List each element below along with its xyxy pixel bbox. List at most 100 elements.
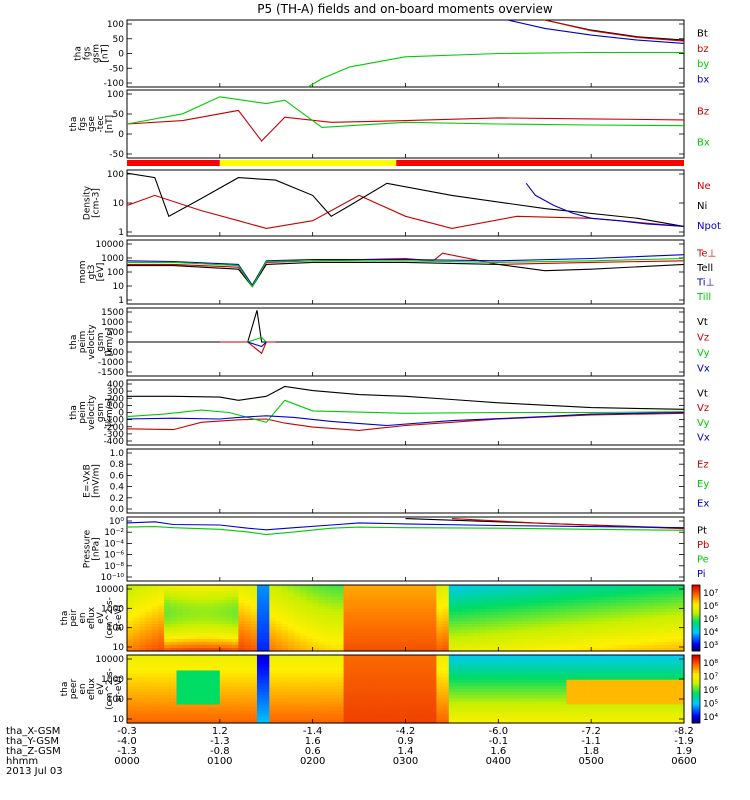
electron-spectrogram-cell <box>671 664 679 668</box>
electron-spectrogram-cell <box>628 661 636 665</box>
electron-spectrogram-cell <box>424 655 431 659</box>
electron-spectrogram-cell <box>355 701 363 706</box>
electron-spectrogram-cell <box>380 682 388 687</box>
ion-spectrogram-cell <box>479 585 487 589</box>
ion-spectrogram-cell <box>665 639 673 643</box>
ion-spectrogram-cell <box>572 639 580 643</box>
electron-spectrogram-cell <box>529 661 537 665</box>
ion-spectrogram-cell <box>337 639 345 643</box>
electron-spectrogram-cell <box>436 707 444 712</box>
ion-spectrogram-cell <box>510 648 518 652</box>
electron-spectrogram-cell <box>355 704 363 709</box>
ion-spectrogram-cell <box>479 627 487 631</box>
electron-spectrogram-cell <box>430 658 438 662</box>
electron-spectrogram-cell <box>164 719 171 724</box>
ion-spectrogram-cell <box>479 600 487 604</box>
ion-spectrogram-cell <box>436 633 444 637</box>
electron-spectrogram-cell <box>554 667 561 672</box>
electron-spectrogram-cell <box>572 670 580 675</box>
ion-spectrogram-cell <box>455 615 462 619</box>
electron-spectrogram-cell <box>417 698 425 702</box>
electron-spectrogram-cell <box>671 676 679 681</box>
electron-spectrogram-cell <box>269 689 277 693</box>
ion-spectrogram-cell <box>263 585 270 589</box>
ion-spectrogram-cell <box>343 648 351 652</box>
ion-spectrogram-cell <box>176 648 184 652</box>
electron-spectrogram-cell <box>250 667 258 672</box>
ion-spectrogram-cell <box>393 588 400 592</box>
electron-spectrogram-cell <box>566 682 574 687</box>
electron-spectrogram-cell <box>318 698 326 702</box>
ion-spectrogram-cell <box>615 645 623 649</box>
electron-spectrogram-cell <box>213 698 221 702</box>
electron-spectrogram-cell <box>492 658 499 662</box>
electron-spectrogram-cell <box>473 658 481 662</box>
electron-spectrogram-cell <box>355 689 363 693</box>
ion-spectrogram-cell <box>628 600 636 604</box>
ion-spectrogram-cell <box>182 633 190 637</box>
electron-spectrogram-cell <box>164 695 171 699</box>
ion-spectrogram-cell <box>659 648 667 652</box>
electron-spectrogram-cell <box>504 695 512 699</box>
ion-spectrogram-cell <box>244 600 252 604</box>
electron-spectrogram-cell <box>343 682 351 687</box>
ion-spectrogram-cell <box>485 606 493 610</box>
ion-spectrogram-cell <box>287 633 295 637</box>
electron-spectrogram-cell <box>207 695 215 699</box>
ion-spectrogram-cell <box>368 633 376 637</box>
ion-spectrogram-cell <box>442 612 450 616</box>
electron-spectrogram-cell <box>145 707 153 712</box>
electron-spectrogram-cell <box>337 704 345 709</box>
electron-spectrogram-cell <box>325 676 332 681</box>
electron-spectrogram-cell <box>584 661 592 665</box>
electron-spectrogram-cell <box>492 719 499 724</box>
electron-spectrogram-cell <box>127 670 134 675</box>
ion-spectrogram-cell <box>170 603 178 607</box>
ion-spectrogram-cell <box>386 642 394 646</box>
ion-spectrogram-cell <box>182 606 190 610</box>
ion-spectrogram-cell <box>622 612 629 616</box>
ion-spectrogram-cell <box>151 627 159 631</box>
electron-spectrogram-cell <box>603 655 611 659</box>
electron-spectrogram-cell <box>653 701 660 706</box>
ion-spectrogram-cell <box>547 648 555 652</box>
ion-spectrogram-cell <box>213 648 221 652</box>
electron-spectrogram-cell <box>665 685 673 690</box>
electron-spectrogram-cell <box>417 707 425 712</box>
ion-spectrogram-cell <box>634 618 642 622</box>
electron-spectrogram-cell <box>455 655 462 659</box>
ion-spectrogram-cell <box>287 612 295 616</box>
ion-spectrogram-cell <box>547 603 555 607</box>
electron-spectrogram-cell <box>448 655 456 659</box>
ion-spectrogram-cell <box>157 603 165 607</box>
electron-spectrogram-cell <box>281 707 289 712</box>
ion-spectrogram-cell <box>597 597 605 601</box>
electron-spectrogram-cell <box>219 701 227 706</box>
electron-spectrogram-cell <box>653 707 660 712</box>
electron-spectrogram-cell <box>349 710 357 715</box>
electron-spectrogram-cell <box>207 667 215 672</box>
ion-spectrogram-cell <box>671 618 679 622</box>
panel-frame <box>126 89 685 159</box>
electron-spectrogram-cell <box>677 682 685 687</box>
electron-spectrogram-cell <box>634 710 642 715</box>
electron-spectrogram-cell <box>504 719 512 724</box>
electron-spectrogram-cell <box>349 704 357 709</box>
ion-spectrogram-cell <box>498 615 506 619</box>
electron-spectrogram-cell <box>591 716 598 721</box>
electron-spectrogram-cell <box>523 670 530 675</box>
electron-spectrogram-cell <box>133 661 140 665</box>
electron-spectrogram-cell <box>139 704 147 709</box>
electron-spectrogram-cell <box>232 682 239 687</box>
ion-spectrogram-cell <box>157 585 165 589</box>
ion-spectrogram-cell <box>368 588 376 592</box>
electron-spectrogram-cell <box>541 661 549 665</box>
ion-spectrogram-cell <box>665 585 673 589</box>
electron-spectrogram-cell <box>485 664 493 668</box>
ion-spectrogram-cell <box>442 633 450 637</box>
ion-spectrogram-cell <box>591 633 598 637</box>
electron-spectrogram-cell <box>473 661 481 665</box>
ion-spectrogram-cell <box>461 597 468 601</box>
